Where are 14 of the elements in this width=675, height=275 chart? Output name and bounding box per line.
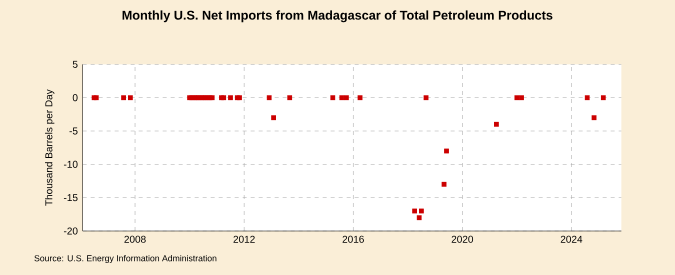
y-tick-label: -5 xyxy=(70,128,78,134)
x-tick-label: 2024 xyxy=(560,236,582,243)
y-tick-label: -10 xyxy=(64,160,78,168)
x-tick-label: 2020 xyxy=(452,236,474,243)
y-tick-label: -20 xyxy=(64,227,78,235)
source-note: Source: U.S. Energy Information Administration xyxy=(34,254,216,264)
x-tick-label: 2012 xyxy=(234,236,255,243)
x-tick-label: 2016 xyxy=(342,236,364,243)
chart-title: Monthly U.S. Net Imports from Madagascar of Total Petroleum Products xyxy=(122,10,552,22)
y-tick-label: -15 xyxy=(64,194,78,202)
y-tick-label: 5 xyxy=(72,60,78,68)
y-tick-label: 0 xyxy=(72,94,78,102)
x-tick-label: 2008 xyxy=(124,236,146,243)
y-axis-title: Thousand Barrels per Day xyxy=(45,89,54,206)
